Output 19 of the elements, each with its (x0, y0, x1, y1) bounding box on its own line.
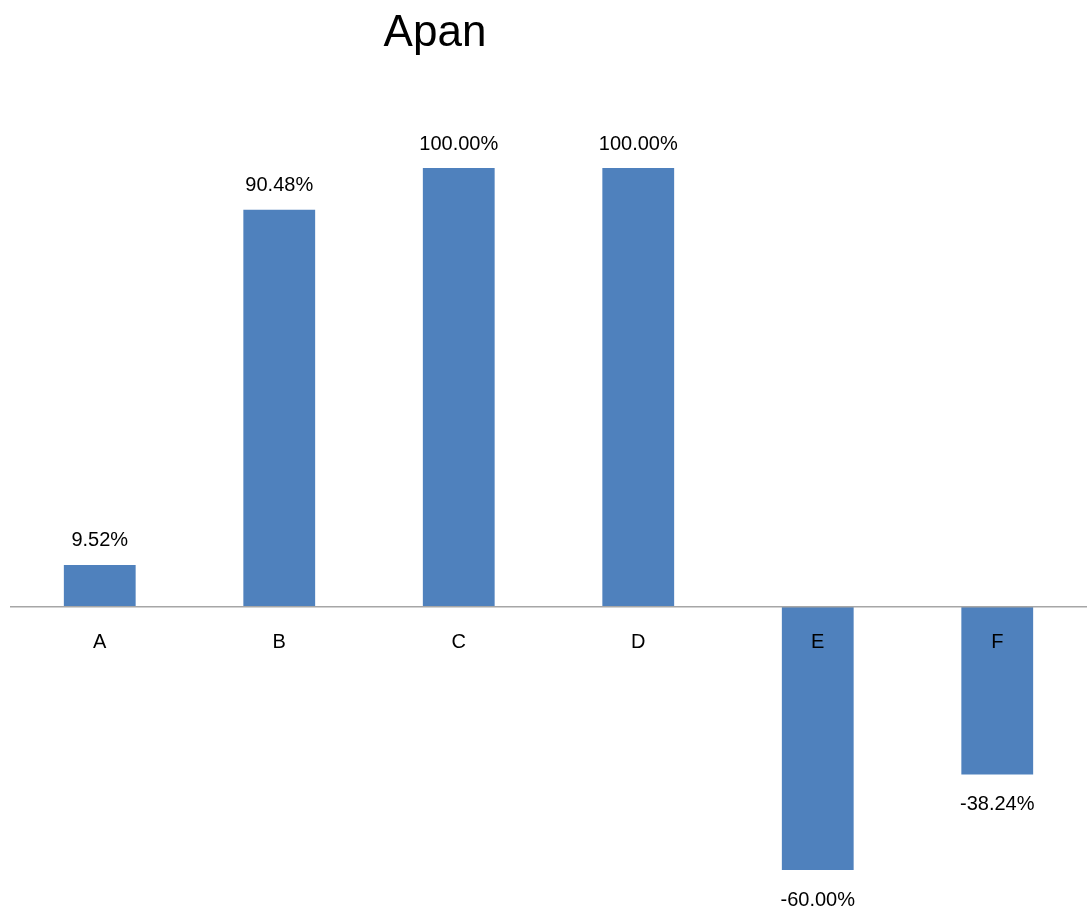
data-label: 90.48% (245, 173, 314, 196)
bar (602, 168, 675, 607)
bar (961, 606, 1034, 775)
data-label: 100.00% (598, 131, 678, 154)
x-tick-label: A (93, 630, 108, 653)
x-tick-label: F (991, 630, 1004, 653)
chart-title: Apan (382, 6, 488, 56)
bar (422, 168, 495, 607)
x-tick-label: C (451, 630, 466, 653)
data-label: 9.52% (71, 528, 129, 551)
data-label: 100.00% (419, 131, 499, 154)
x-tick-label: B (272, 630, 286, 653)
bar (781, 606, 854, 870)
data-label: -38.24% (960, 792, 1035, 815)
data-label: -60.00% (780, 887, 856, 910)
bar (63, 564, 136, 607)
x-tick-label: D (631, 630, 646, 653)
x-tick-label: E (811, 630, 825, 653)
bar (243, 209, 316, 607)
